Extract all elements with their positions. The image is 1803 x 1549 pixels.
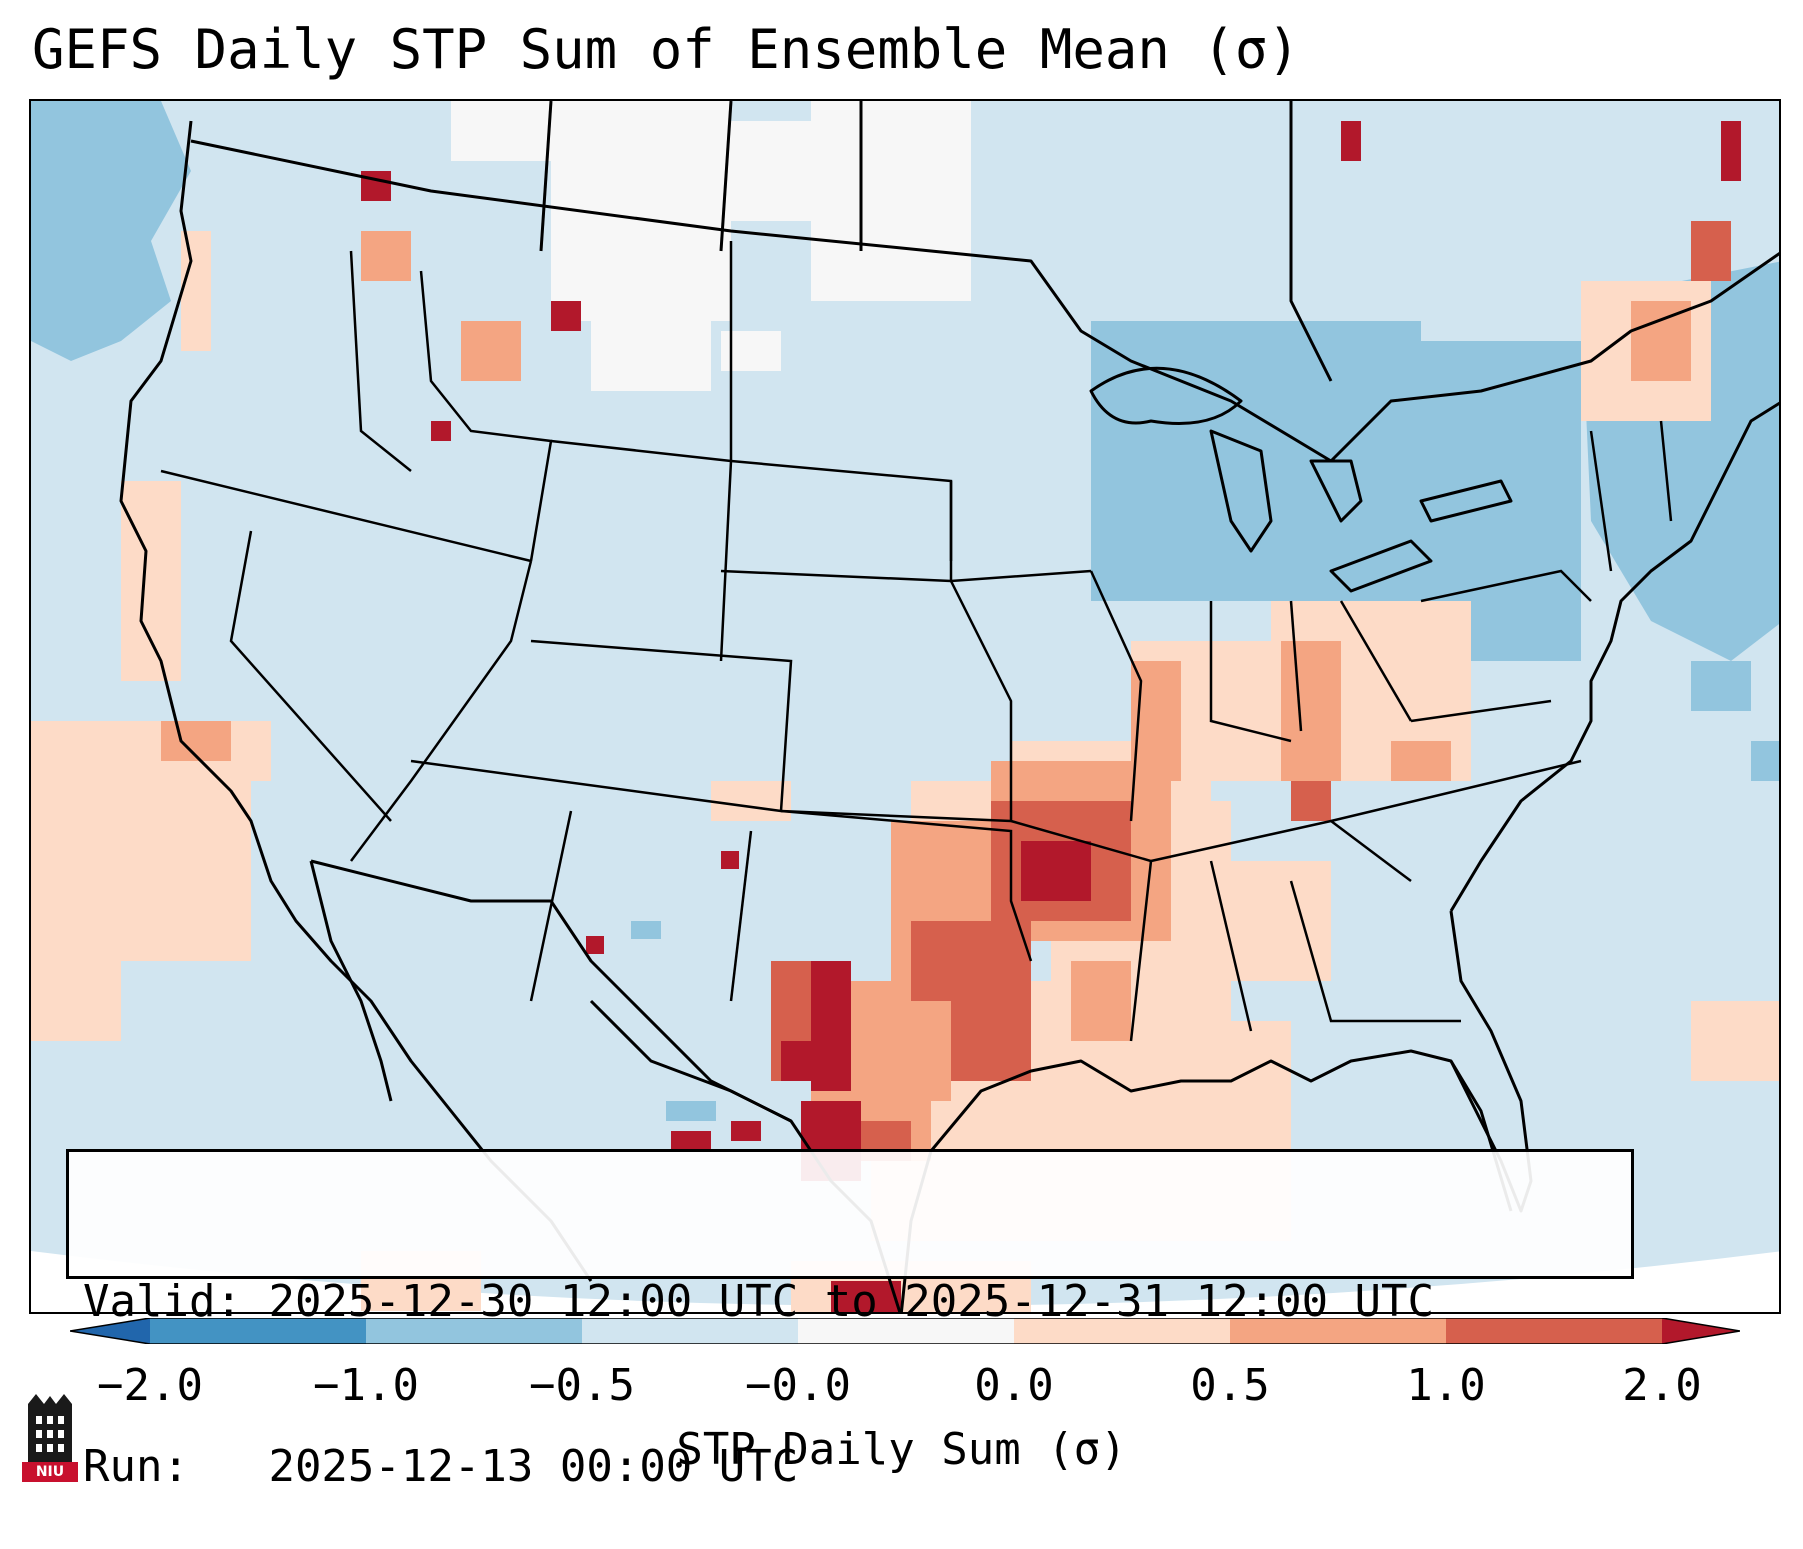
colorbar-bin-1 [150,1318,366,1344]
near-zero-region [451,101,971,391]
run-line: Run: 2025-12-13 00:00 UTC [83,1439,1617,1494]
colorbar-tick: −0.0 [745,1360,851,1411]
colorbar-bin-4 [798,1318,1014,1344]
coastlines-and-borders [119,101,1779,1312]
colorbar-tick: 0.5 [1190,1360,1270,1411]
niu-logo-icon [28,1394,72,1462]
colorbar-tick: 0.0 [974,1360,1054,1411]
colorbar-bin-6 [1230,1318,1446,1344]
colorbar-extend-low [70,1318,150,1344]
colorbar-tick: −1.0 [313,1360,419,1411]
colorbar-tick: 1.0 [1406,1360,1486,1411]
run-value: 2025-12-13 00:00 UTC [268,1441,799,1492]
colorbar-tick: 2.0 [1622,1360,1702,1411]
colorbar-extend-high [1662,1318,1740,1344]
colorbar-tick: −2.0 [97,1360,203,1411]
colorbar-bin-3 [582,1318,798,1344]
colorbar-bin-7 [1446,1318,1662,1344]
colorbar-bin-2 [366,1318,582,1344]
niu-logo-text: NIU [22,1462,78,1482]
run-label: Run: [83,1441,189,1492]
colorbar-bin-5 [1014,1318,1230,1344]
colorbar [70,1318,1740,1344]
map-title: GEFS Daily STP Sum of Ensemble Mean (σ) [32,18,1300,81]
valid-run-info-box: Valid: 2025-12-30 12:00 UTC to 2025-12-3… [66,1149,1634,1492]
colorbar-tick: −0.5 [529,1360,635,1411]
map-panel [29,99,1781,1314]
stp-map [31,101,1779,1312]
state-borders [160,241,1673,1042]
colorbar-label: STP Daily Sum (σ) [676,1424,1127,1475]
